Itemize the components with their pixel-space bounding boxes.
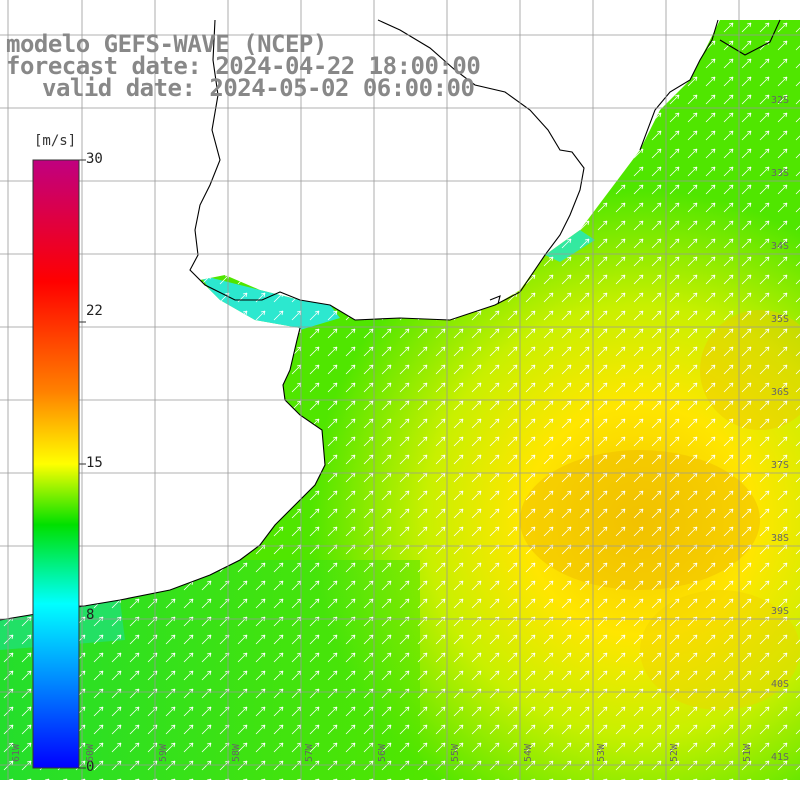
lon-label: 51W (742, 743, 753, 762)
colorbar-tick-22: 22 (86, 303, 103, 319)
lon-label: 53W (596, 743, 607, 762)
lon-label: 56W (377, 743, 388, 762)
lat-label: 39S (771, 606, 790, 617)
valid-date: valid date: 2024-05-02 06:00:00 (42, 74, 475, 102)
lat-label: 41S (771, 752, 790, 763)
lon-label: 54W (523, 743, 534, 762)
lat-label: 40S (771, 679, 790, 690)
lat-label: 33S (771, 168, 790, 179)
graticule (0, 0, 800, 780)
coastline (0, 19, 781, 621)
lat-label: 35S (771, 314, 790, 325)
colorbar-tick-0: 0 (86, 759, 95, 775)
lon-label: 61W (11, 743, 22, 762)
lon-label: 57W (304, 743, 315, 762)
lat-label: 34S (771, 241, 790, 252)
colorbar-tick-15: 15 (86, 455, 103, 471)
lat-label: 37S (771, 460, 790, 471)
lon-label: 60W (85, 743, 96, 762)
colorbar-tick-8: 8 (86, 607, 95, 623)
colorbar-unit: [m/s] (34, 133, 77, 149)
model-title: modelo GEFS-WAVE (NCEP) (6, 30, 327, 58)
lon-label: 58W (231, 743, 242, 762)
forecast-date: forecast date: 2024-04-22 18:00:00 (6, 52, 481, 80)
lat-label: 32S (771, 95, 790, 106)
colorbar (32, 159, 86, 769)
colorbar-tick-30: 30 (86, 151, 103, 167)
lat-label: 36S (771, 387, 790, 398)
lat-label: 38S (771, 533, 790, 544)
lon-label: 59W (158, 743, 169, 762)
lon-label: 52W (669, 743, 680, 762)
lon-label: 55W (450, 743, 461, 762)
